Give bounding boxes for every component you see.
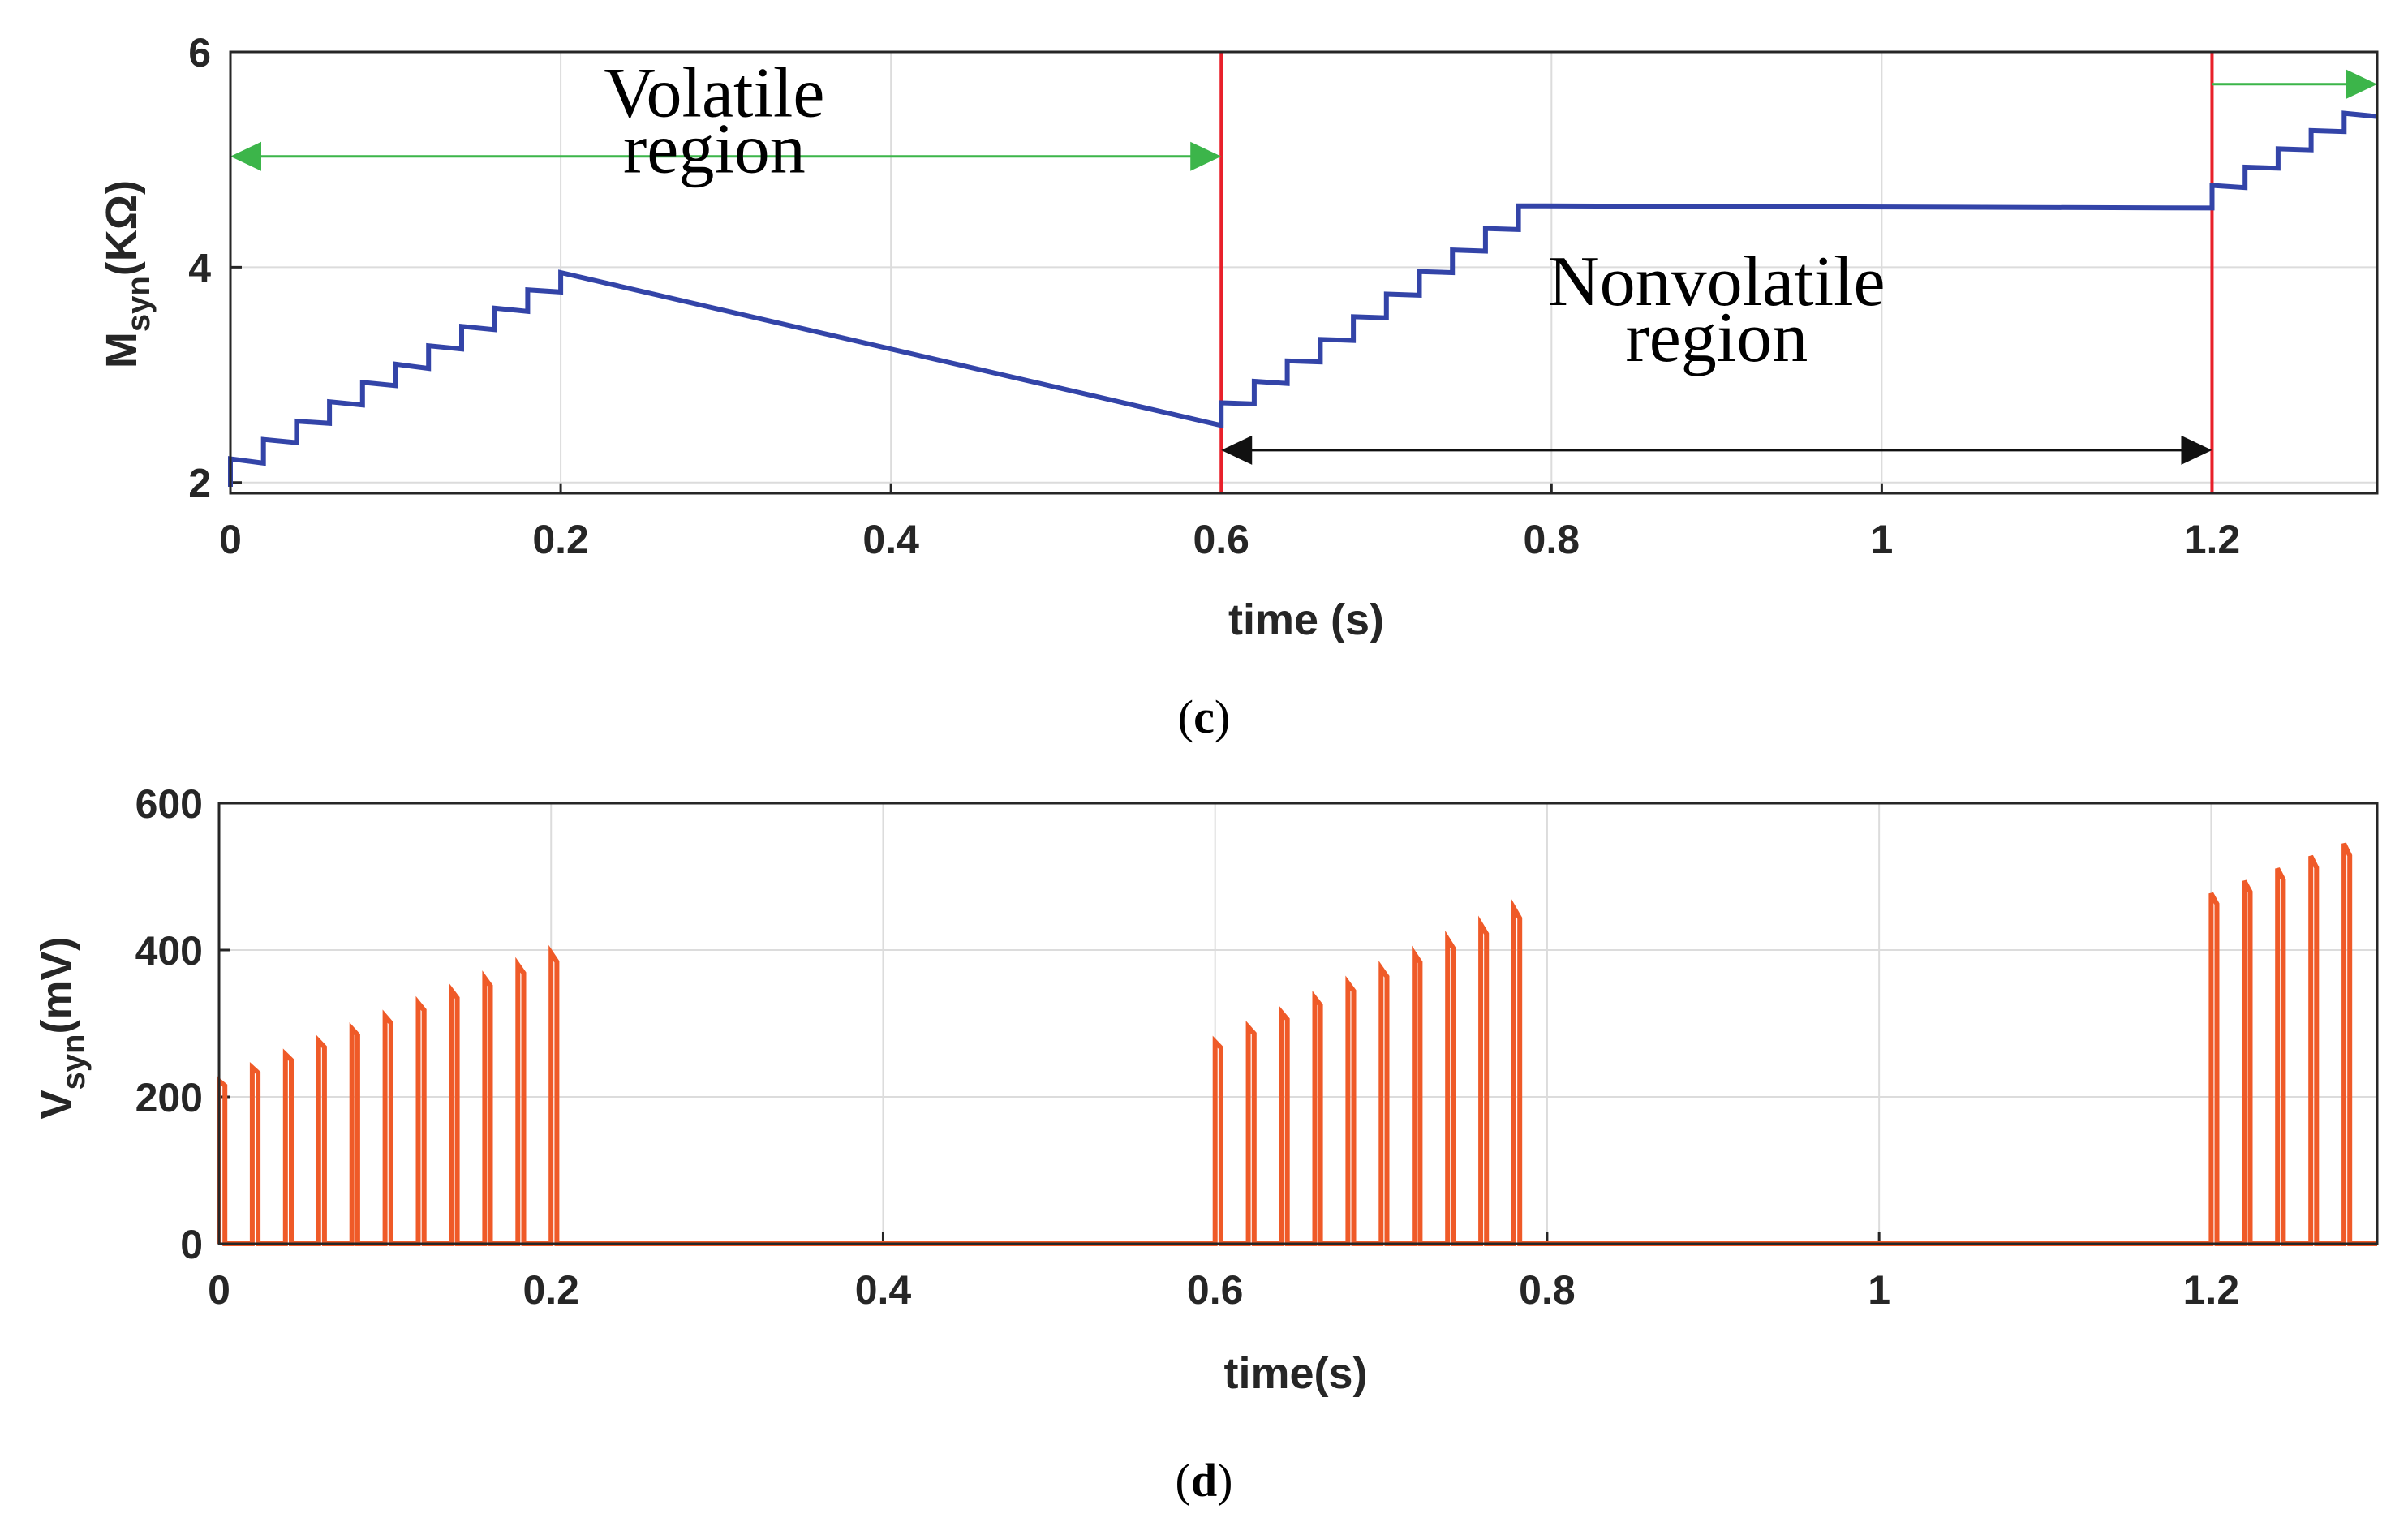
- continuation-arrow-head-end: [2346, 69, 2377, 99]
- c-x-tick-label: 0: [219, 517, 242, 562]
- panel-d-grid: [217, 802, 2377, 1245]
- c-x-tick-label: 1.2: [2184, 517, 2241, 562]
- volatile-arrow-head-start: [230, 141, 261, 171]
- panel-c-msyn-chart: 0 0.2 0.4 0.6 0.8 1 1.2 2 4 6 Volatile region No…: [97, 30, 2379, 743]
- nonvolatile-label-line-1: Nonvolatile: [1548, 243, 1885, 321]
- panel-c-y-label-sub: syn: [121, 276, 157, 332]
- panel-d-x-axis-label: time(s): [1223, 1349, 1367, 1398]
- panel-d-caption: (d): [1176, 1454, 1233, 1507]
- nonvolatile-label-line-2: region: [1625, 299, 1808, 377]
- d-x-tick-label: 0.4: [855, 1267, 912, 1313]
- panel-d-x-tick-labels: 0 0.2 0.4 0.6 0.8 1 1.2: [208, 1267, 2239, 1313]
- d-x-tick-label: 1: [1868, 1267, 1890, 1313]
- d-x-tick-label: 0.2: [522, 1267, 579, 1313]
- panel-c-x-axis-label: time (s): [1228, 595, 1384, 644]
- c-x-tick-label: 1: [1870, 517, 1893, 562]
- c-y-tick-label: 2: [188, 461, 211, 506]
- msyn-line: [228, 110, 2378, 487]
- c-y-tick-label: 4: [188, 245, 211, 290]
- panel-d-y-label-unit: (mV): [32, 937, 81, 1034]
- c-x-tick-label: 0.6: [1193, 517, 1249, 562]
- d-x-tick-label: 0: [208, 1267, 230, 1313]
- panel-c-caption: (c): [1178, 690, 1230, 743]
- volatile-label-line-1: Volatile: [604, 54, 824, 133]
- panel-d-y-label-sub: syn: [56, 1034, 92, 1090]
- c-x-tick-label: 0.2: [532, 517, 589, 562]
- panel-c-axes-box: [229, 50, 2379, 495]
- nonvolatile-arrow-head-end: [2181, 435, 2212, 465]
- c-x-tick-label: 0.8: [1524, 517, 1580, 562]
- nonvolatile-arrow-head-start: [1221, 435, 1253, 465]
- panel-c-series: [228, 110, 2378, 487]
- panel-c-x-tick-labels: 0 0.2 0.4 0.6 0.8 1 1.2: [219, 517, 2240, 562]
- d-x-tick-label: 1.2: [2183, 1267, 2240, 1313]
- panel-d-vsyn-chart: 0 0.2 0.4 0.6 0.8 1 1.2 0 200 400 600 time(s) Vsy…: [32, 781, 2379, 1507]
- d-x-tick-label: 0.6: [1187, 1267, 1244, 1313]
- d-y-tick-label: 0: [180, 1222, 203, 1267]
- volatile-label-line-2: region: [623, 110, 806, 189]
- panel-c-y-label-unit: (KΩ): [97, 180, 146, 276]
- d-y-tick-label: 200: [135, 1075, 203, 1120]
- panel-c-y-axis-label: Msyn(KΩ): [97, 180, 157, 368]
- d-y-tick-label: 600: [135, 781, 203, 827]
- panel-c-caption-letter: c: [1193, 690, 1215, 743]
- volatile-arrow-head-end: [1190, 141, 1222, 171]
- panel-c-y-label-main: M: [97, 332, 146, 368]
- d-x-tick-label: 0.8: [1519, 1267, 1576, 1313]
- c-y-tick-label: 6: [188, 30, 211, 75]
- d-y-tick-label: 400: [135, 928, 203, 974]
- panel-d-y-label-main: V: [32, 1090, 81, 1119]
- panel-d-y-tick-labels: 0 200 400 600: [135, 781, 203, 1267]
- vsyn-spike-train: [217, 842, 2377, 1246]
- panel-d-caption-letter: d: [1191, 1454, 1217, 1507]
- panel-d-axes-box: [217, 802, 2379, 1245]
- panel-c-y-tick-labels: 2 4 6: [188, 30, 211, 506]
- panel-d-y-axis-label: Vsyn(mV): [32, 937, 92, 1120]
- c-x-tick-label: 0.4: [862, 517, 919, 562]
- panel-d-series: [217, 842, 2377, 1246]
- panel-c-grid: [229, 50, 2377, 493]
- panel-c-arrows: [230, 69, 2377, 465]
